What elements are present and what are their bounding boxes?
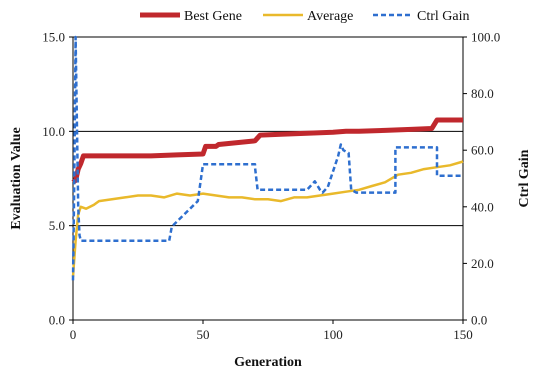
right-tick-label: 80.0 (471, 86, 494, 101)
right-tick-label: 0.0 (471, 313, 487, 328)
right-tick-label: 20.0 (471, 256, 494, 271)
left-tick-label: 0.0 (49, 313, 65, 328)
right-tick-label: 60.0 (471, 143, 494, 158)
x-tick-label: 50 (197, 327, 210, 342)
legend: Best Gene Average Ctrl Gain (140, 9, 470, 24)
x-tick-label: 0 (70, 327, 77, 342)
x-tick-label: 100 (323, 327, 343, 342)
x-axis-ticks: 0 50 100 150 (70, 320, 473, 342)
legend-label-ctrl-gain: Ctrl Gain (417, 9, 470, 24)
right-tick-label: 40.0 (471, 199, 494, 214)
x-tick-label: 150 (453, 327, 473, 342)
right-tick-label: 100.0 (471, 30, 500, 45)
left-y-axis-title: Evaluation Value (9, 127, 24, 229)
legend-label-average: Average (307, 9, 353, 24)
left-tick-label: 10.0 (42, 124, 65, 139)
x-axis-title: Generation (234, 355, 302, 370)
legend-label-best-gene: Best Gene (184, 9, 242, 24)
series-lines (71, 35, 464, 281)
right-axis-ticks: 0.0 20.0 40.0 60.0 80.0 100.0 (463, 30, 500, 328)
left-tick-label: 15.0 (42, 30, 65, 45)
axes (72, 36, 464, 321)
series-line-best-gene (71, 117, 463, 185)
series-line-average (71, 160, 464, 277)
right-y-axis-title: Ctrl Gain (517, 149, 532, 207)
left-axis-ticks: 0.0 5.0 10.0 15.0 (42, 30, 73, 328)
left-tick-label: 5.0 (49, 218, 65, 233)
gridlines (73, 130, 463, 227)
series-line-ctrl-gain (71, 35, 463, 281)
